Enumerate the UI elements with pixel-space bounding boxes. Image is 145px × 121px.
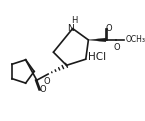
Text: O: O [44, 77, 51, 86]
Text: O: O [105, 24, 112, 33]
Text: O: O [113, 43, 120, 52]
Text: HCl: HCl [88, 52, 106, 62]
Text: N: N [68, 24, 74, 33]
Polygon shape [88, 38, 106, 42]
Text: H: H [71, 16, 78, 25]
Text: OCH₃: OCH₃ [125, 35, 145, 44]
Text: O: O [40, 85, 46, 94]
